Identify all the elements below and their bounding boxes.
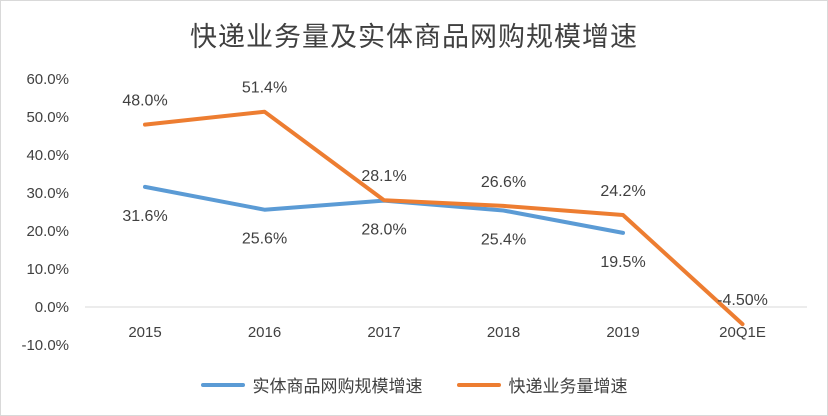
data-label: 25.6% (242, 231, 287, 248)
x-tick-label: 2018 (487, 324, 520, 341)
legend-item-online-retail: 实体商品网购规模增速 (200, 372, 423, 397)
y-tick-label: 30.0% (26, 185, 69, 202)
legend-label-express: 快递业务量增速 (508, 377, 628, 397)
y-tick-label: 40.0% (26, 147, 69, 164)
y-tick-label: 20.0% (26, 223, 69, 240)
legend-item-express: 快递业务量增速 (456, 372, 628, 397)
data-label: 26.6% (481, 174, 526, 191)
y-tick-label: -10.0% (21, 337, 69, 354)
y-tick-label: 60.0% (26, 71, 69, 88)
chart-legend: 实体商品网购规模增速 快递业务量增速 (1, 372, 827, 397)
legend-label-online-retail: 实体商品网购规模增速 (252, 377, 423, 397)
data-label: 31.6% (122, 208, 167, 225)
series-line-1 (143, 109, 745, 327)
legend-swatch-blue (200, 382, 245, 387)
x-tick-label: 2015 (128, 324, 161, 341)
x-tick-label: 2016 (248, 324, 281, 341)
data-label: 25.4% (481, 231, 526, 248)
y-tick-label: 50.0% (26, 109, 69, 126)
data-label: 51.4% (242, 80, 287, 97)
data-label: 19.5% (600, 254, 645, 271)
data-label: 28.0% (361, 222, 406, 239)
legend-swatch-orange (456, 382, 501, 387)
y-tick-label: 10.0% (26, 261, 69, 278)
data-label: -4.50% (717, 292, 768, 309)
data-label: 24.2% (600, 183, 645, 200)
x-tick-label: 2017 (367, 324, 400, 341)
data-label: 48.0% (122, 93, 167, 110)
chart-title: 快递业务量及实体商品网购规模增速 (190, 22, 638, 53)
x-tick-label: 20Q1E (719, 324, 766, 341)
data-label: 28.1% (361, 168, 406, 185)
y-tick-label: 0.0% (35, 299, 69, 316)
x-tick-label: 2019 (606, 324, 639, 341)
